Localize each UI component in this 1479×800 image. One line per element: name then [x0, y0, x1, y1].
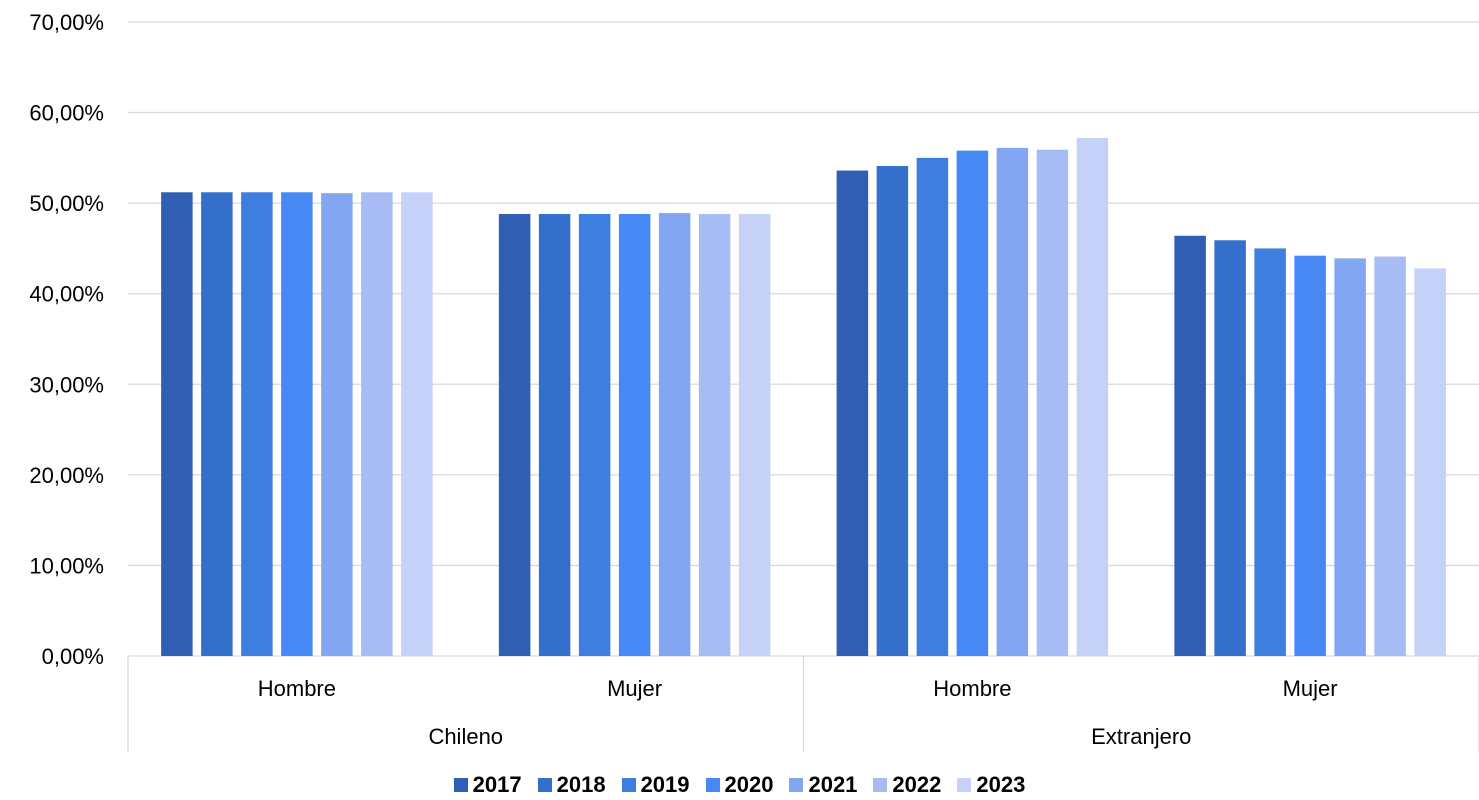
- legend-label: 2018: [556, 772, 606, 797]
- bar-2023: [1414, 268, 1446, 656]
- legend-swatch: [537, 778, 552, 792]
- bar-2022: [1036, 149, 1069, 656]
- bar-2017: [161, 192, 193, 656]
- bar-2018: [538, 214, 571, 657]
- bar-2020: [618, 214, 651, 657]
- y-tick-label: 30,00%: [29, 372, 104, 397]
- y-tick-label: 70,00%: [29, 10, 104, 35]
- bar-2017: [836, 170, 869, 656]
- x-group-label: Extranjero: [1091, 724, 1191, 749]
- bar-2019: [578, 214, 611, 657]
- legend-item: 2018: [537, 772, 606, 798]
- x-category-label: Mujer: [607, 676, 662, 701]
- bar-2021: [321, 193, 353, 656]
- legend-item: 2022: [873, 772, 941, 798]
- gridlines: [128, 21, 1479, 657]
- bar-2017: [498, 214, 531, 657]
- bar-2020: [281, 192, 313, 656]
- legend-swatch: [621, 778, 636, 792]
- x-category-label: Hombre: [258, 676, 336, 701]
- y-axis-ticks: 0,00% 10,00% 20,00% 30,00% 40,00% 50,00% 60,00…: [29, 10, 104, 669]
- legend-label: 2023: [976, 772, 1026, 797]
- x-category-label: Hombre: [933, 676, 1011, 701]
- bar-2020: [1294, 255, 1326, 656]
- y-tick-label: 50,00%: [29, 191, 104, 216]
- legend-swatch: [789, 778, 804, 792]
- bar-2021: [658, 213, 691, 656]
- legend-item: 2021: [789, 772, 857, 798]
- chart: 0,00% 10,00% 20,00% 30,00% 40,00% 50,00% 60,00…: [29, 10, 1479, 752]
- y-tick-label: 10,00%: [29, 553, 104, 578]
- x-group-label: Chileno: [428, 724, 503, 749]
- legend-label: 2019: [640, 772, 690, 797]
- x-category-label: Mujer: [1283, 676, 1338, 701]
- bar-2023: [1076, 137, 1109, 657]
- bar-2022: [1374, 256, 1406, 656]
- legend-item: 2020: [705, 772, 774, 798]
- legend-swatch: [705, 778, 720, 792]
- bar-2023: [738, 214, 771, 657]
- bar-2017: [1174, 235, 1206, 656]
- legend-label: 2020: [724, 772, 774, 797]
- bar-2022: [361, 192, 393, 656]
- legend-swatch: [453, 778, 468, 792]
- x-axis: Hombre Mujer Hombre Mujer Chileno Extranjero: [127, 656, 1479, 752]
- bar-2018: [876, 166, 909, 656]
- y-tick-label: 60,00%: [29, 101, 104, 126]
- legend-item: 2017: [453, 772, 522, 798]
- bar-2018: [201, 192, 233, 656]
- legend-label: 2022: [892, 772, 942, 797]
- legend-item: 2019: [621, 772, 690, 798]
- bar-2021: [1334, 258, 1366, 656]
- bar-2019: [241, 192, 273, 656]
- bar-2021: [996, 147, 1029, 656]
- legend-swatch: [957, 778, 972, 792]
- legend-label: 2021: [808, 772, 858, 797]
- legend-swatch: [873, 778, 888, 792]
- legend: 2017 2018 2019 2020 2021 2022 2023: [0, 772, 1479, 798]
- legend-label: 2017: [472, 772, 522, 797]
- bars: [161, 137, 1446, 657]
- bar-2018: [1214, 240, 1246, 656]
- bar-2019: [1254, 248, 1286, 656]
- y-tick-label: 40,00%: [29, 282, 104, 307]
- legend-item: 2023: [957, 772, 1025, 798]
- y-tick-label: 20,00%: [29, 463, 104, 488]
- y-tick-label: 0,00%: [42, 644, 104, 669]
- bar-2022: [698, 214, 731, 657]
- bar-2023: [401, 192, 433, 656]
- bar-2020: [956, 150, 989, 656]
- bar-2019: [916, 157, 949, 656]
